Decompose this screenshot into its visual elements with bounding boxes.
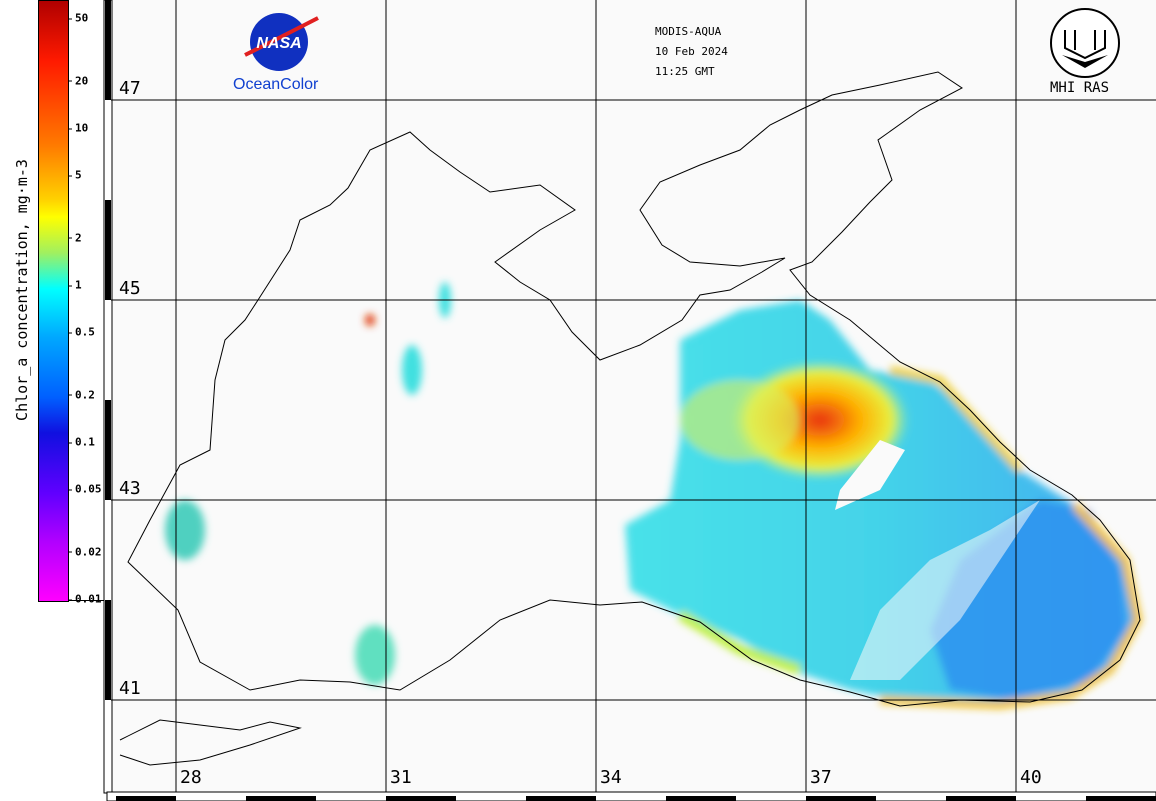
tick-text: 0.05 <box>75 482 102 496</box>
lon-label: 31 <box>390 767 412 788</box>
tick-text: 2 <box>75 231 82 245</box>
lat-label: 47 <box>119 78 141 99</box>
tick-text: 0.02 <box>75 545 102 559</box>
sensor-name: MODIS-AQUA <box>655 25 722 38</box>
nasa-logo: NASA <box>244 13 319 71</box>
colorbar-gradient <box>38 0 69 602</box>
colorbar-tick-label: 0.1 <box>68 435 95 449</box>
tick-text: 5 <box>75 168 82 182</box>
tick-text: 10 <box>75 121 89 135</box>
chlorophyll-layer <box>165 282 1143 710</box>
tick-text: 0.01 <box>75 592 102 606</box>
lon-label: 28 <box>180 767 202 788</box>
lat-label: 41 <box>119 678 141 699</box>
tick-text: 1 <box>75 278 82 292</box>
oceancolor-caption: OceanColor <box>233 76 319 93</box>
lon-scale-bar <box>106 791 1156 801</box>
colorbar-tick-label: 0.5 <box>68 325 95 339</box>
tick-text: 0.1 <box>75 435 95 449</box>
image-time: 11:25 GMT <box>655 65 715 78</box>
mhi-ras-logo <box>1050 8 1120 78</box>
colorbar-tick-label: 20 <box>67 74 89 88</box>
image-date: 10 Feb 2024 <box>655 45 728 58</box>
lat-label: 43 <box>119 478 141 499</box>
colorbar-tick-label: 0.01 <box>68 592 102 606</box>
colorbar-tick-frame <box>68 0 105 601</box>
lon-label: 34 <box>600 767 622 788</box>
tick-text: 0.5 <box>75 325 95 339</box>
colorbar-tick-label: 10 <box>67 121 89 135</box>
lon-label: 37 <box>810 767 832 788</box>
mhi-ras-caption: MHI RAS <box>1050 80 1110 96</box>
lon-label: 40 <box>1020 767 1042 788</box>
colorbar-tick-label: 0.2 <box>68 388 95 402</box>
colorbar-tick-label: 1 <box>68 278 82 292</box>
colorbar-tick-label: 0.05 <box>68 482 102 496</box>
colorbar-tick-label: 50 <box>67 11 89 25</box>
lat-label: 45 <box>119 278 141 299</box>
colorbar-tick-label: 2 <box>68 231 82 245</box>
graticule <box>111 0 1156 792</box>
colorbar-tick-label: 0.02 <box>68 545 102 559</box>
svg-text:NASA: NASA <box>256 35 301 52</box>
tick-text: 20 <box>75 74 89 88</box>
colorbar-tick-label: 5 <box>68 168 82 182</box>
coastline <box>127 71 1141 707</box>
no-data-gap <box>835 440 905 510</box>
tick-text: 0.2 <box>75 388 95 402</box>
marmara-coast <box>119 719 302 766</box>
tick-text: 50 <box>75 11 89 25</box>
